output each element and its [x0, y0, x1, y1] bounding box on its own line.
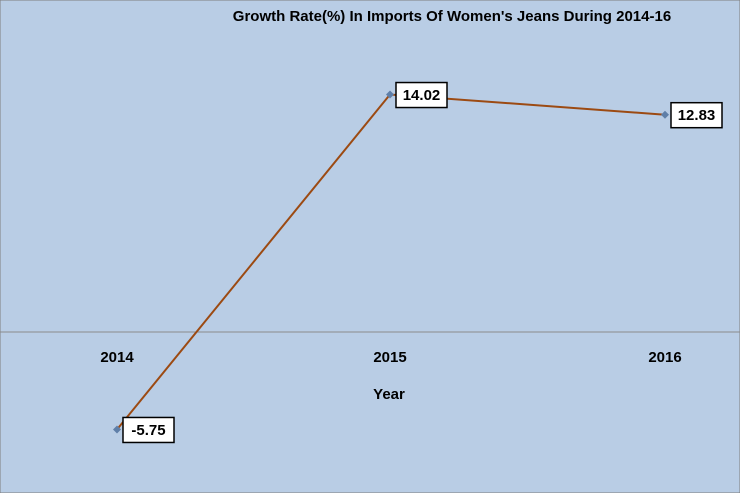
series-group: [113, 90, 669, 434]
data-label-box: [122, 416, 175, 444]
x-tick-labels: 2014 2015 2016: [100, 349, 681, 366]
chart-title: Growth Rate(%) In Imports Of Women's Jea…: [233, 8, 671, 25]
data-label-text: -5.75: [131, 422, 165, 439]
data-labels: -5.75 14.02 12.83: [122, 81, 723, 444]
data-point-marker: [386, 90, 394, 99]
data-label: 12.83: [670, 101, 723, 129]
data-point-marker: [113, 425, 121, 434]
data-label-box: [395, 81, 448, 109]
data-label-text: 14.02: [403, 87, 441, 104]
data-label-box: [670, 101, 723, 129]
data-label: -5.75: [122, 416, 175, 444]
x-tick-label: 2015: [373, 349, 406, 366]
data-label: 14.02: [395, 81, 448, 109]
x-axis-label: Year: [373, 386, 405, 403]
x-tick-label: 2014: [100, 349, 134, 366]
x-tick-label: 2016: [648, 349, 681, 366]
data-label-text: 12.83: [678, 107, 716, 124]
data-point-marker: [661, 110, 669, 119]
